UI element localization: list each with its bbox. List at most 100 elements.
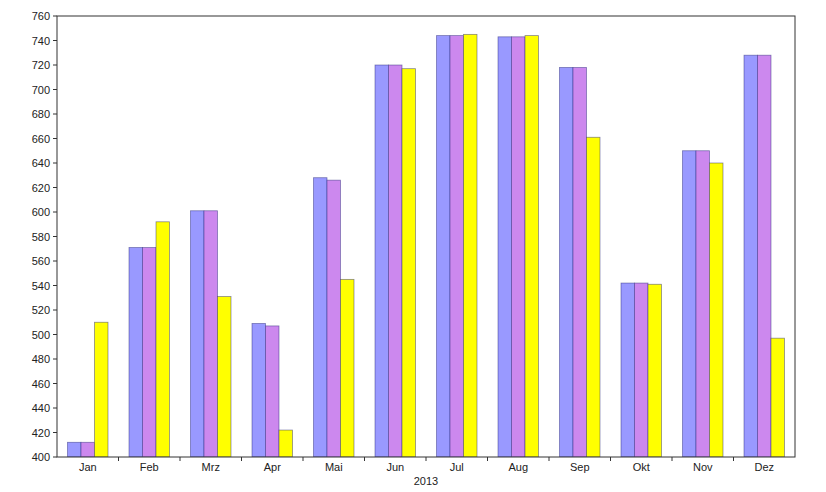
bar bbox=[143, 248, 157, 457]
x-tick-label: Mrz bbox=[202, 461, 220, 473]
bar bbox=[191, 211, 205, 457]
y-tick-label: 720 bbox=[32, 59, 50, 71]
bar bbox=[512, 37, 526, 457]
x-tick-label: Jul bbox=[450, 461, 464, 473]
y-tick bbox=[53, 408, 57, 409]
bar bbox=[464, 34, 478, 457]
x-separator bbox=[426, 457, 427, 461]
bar bbox=[375, 65, 389, 457]
bar bbox=[437, 36, 451, 457]
x-separator bbox=[672, 457, 673, 461]
y-tick bbox=[53, 65, 57, 66]
bar bbox=[218, 297, 232, 457]
y-tick bbox=[53, 16, 57, 17]
y-tick-label: 640 bbox=[32, 157, 50, 169]
bar bbox=[81, 442, 95, 457]
y-tick bbox=[53, 212, 57, 213]
x-tick-label: Dez bbox=[754, 461, 774, 473]
y-tick bbox=[53, 334, 57, 335]
y-tick bbox=[53, 261, 57, 262]
bar bbox=[95, 322, 109, 457]
bar bbox=[621, 283, 635, 457]
y-tick bbox=[53, 285, 57, 286]
y-tick bbox=[53, 359, 57, 360]
bar bbox=[279, 430, 293, 457]
x-separator bbox=[303, 457, 304, 461]
y-tick-label: 460 bbox=[32, 378, 50, 390]
bar bbox=[450, 36, 464, 457]
x-axis-label: 2013 bbox=[414, 475, 438, 487]
y-tick-label: 520 bbox=[32, 304, 50, 316]
x-separator bbox=[610, 457, 611, 461]
bar bbox=[771, 338, 785, 457]
y-tick bbox=[53, 89, 57, 90]
x-separator bbox=[118, 457, 119, 461]
bar bbox=[129, 248, 143, 457]
bar bbox=[744, 55, 758, 457]
y-tick bbox=[53, 310, 57, 311]
y-tick-label: 600 bbox=[32, 206, 50, 218]
x-separator bbox=[364, 457, 365, 461]
bar bbox=[696, 151, 710, 457]
x-separator bbox=[487, 457, 488, 461]
bar bbox=[635, 283, 649, 457]
bar bbox=[525, 36, 539, 457]
bar bbox=[648, 284, 662, 457]
bar bbox=[314, 178, 328, 457]
x-tick-label: Sep bbox=[570, 461, 590, 473]
y-tick-label: 620 bbox=[32, 182, 50, 194]
y-tick bbox=[53, 163, 57, 164]
bar bbox=[560, 67, 574, 457]
x-tick-label: Mai bbox=[325, 461, 343, 473]
x-tick-label: Jan bbox=[79, 461, 97, 473]
x-tick-label: Apr bbox=[264, 461, 281, 473]
bar bbox=[68, 442, 82, 457]
x-tick-label: Jun bbox=[386, 461, 404, 473]
x-separator bbox=[733, 457, 734, 461]
y-tick-label: 560 bbox=[32, 255, 50, 267]
x-tick-label: Feb bbox=[140, 461, 159, 473]
y-tick-label: 420 bbox=[32, 427, 50, 439]
bar bbox=[156, 222, 170, 457]
chart: 400 420 440 460 480 500 520 540 560 580 600 620 640 6… bbox=[0, 0, 826, 492]
x-tick-label: Aug bbox=[508, 461, 528, 473]
bar bbox=[587, 137, 601, 457]
y-tick-label: 480 bbox=[32, 353, 50, 365]
y-tick-label: 760 bbox=[32, 10, 50, 22]
y-tick-label: 400 bbox=[32, 451, 50, 463]
x-separator bbox=[180, 457, 181, 461]
y-tick bbox=[53, 187, 57, 188]
bar bbox=[327, 180, 341, 457]
y-tick bbox=[53, 457, 57, 458]
y-tick bbox=[53, 236, 57, 237]
bar bbox=[758, 55, 772, 457]
y-tick-label: 660 bbox=[32, 133, 50, 145]
bar bbox=[341, 279, 355, 457]
y-tick bbox=[53, 138, 57, 139]
bar bbox=[266, 326, 280, 457]
x-tick-label: Okt bbox=[633, 461, 650, 473]
y-tick-label: 440 bbox=[32, 402, 50, 414]
bar bbox=[252, 323, 266, 457]
y-tick bbox=[53, 432, 57, 433]
y-tick-label: 680 bbox=[32, 108, 50, 120]
y-tick bbox=[53, 114, 57, 115]
y-tick-label: 500 bbox=[32, 329, 50, 341]
y-tick-label: 540 bbox=[32, 280, 50, 292]
y-tick-label: 700 bbox=[32, 84, 50, 96]
plot-frame bbox=[57, 16, 795, 457]
x-tick-label: Nov bbox=[693, 461, 713, 473]
bar bbox=[402, 69, 416, 457]
y-tick-label: 740 bbox=[32, 35, 50, 47]
x-separator bbox=[549, 457, 550, 461]
y-tick bbox=[53, 40, 57, 41]
bar bbox=[573, 67, 587, 457]
bar bbox=[389, 65, 403, 457]
y-tick bbox=[53, 383, 57, 384]
bar bbox=[710, 163, 724, 457]
y-tick-label: 580 bbox=[32, 231, 50, 243]
bar bbox=[204, 211, 218, 457]
bar bbox=[683, 151, 697, 457]
bar bbox=[498, 37, 512, 457]
x-separator bbox=[241, 457, 242, 461]
